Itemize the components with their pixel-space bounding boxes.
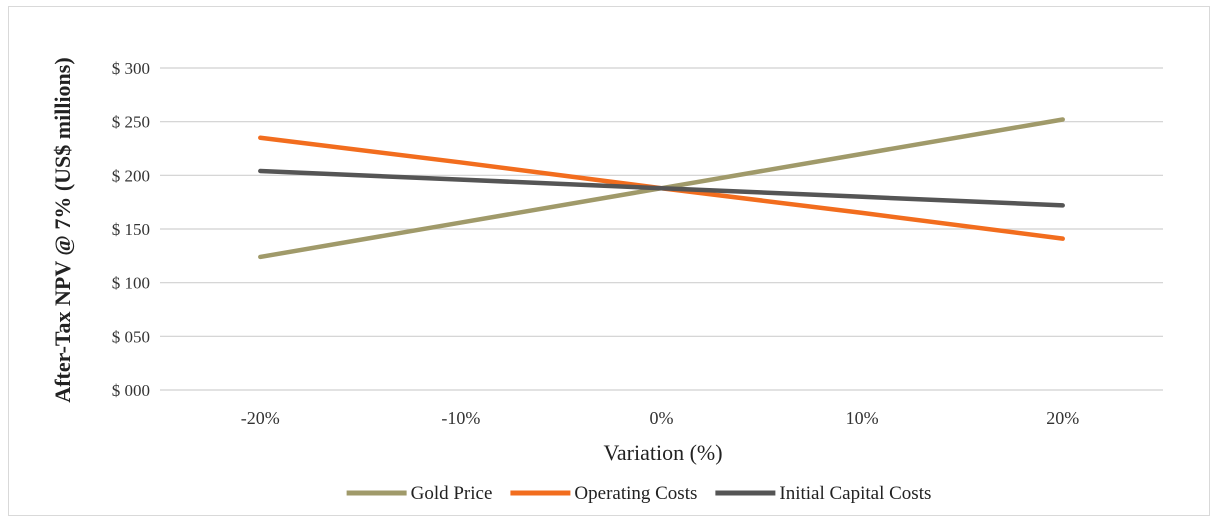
x-tick-label: -20% (241, 408, 280, 428)
x-tick-label: 10% (846, 408, 879, 428)
legend-label: Gold Price (411, 483, 493, 504)
series-line-2 (258, 168, 1065, 208)
x-tick-label: 0% (650, 408, 674, 428)
y-axis-ticks: $ 000 $ 050 $ 100 $ 150 $ 200 $ 250 $ 300 (112, 59, 150, 400)
x-axis-ticks: -20% -10% 0% 10% 20% (241, 408, 1079, 428)
legend-item: Operating Costs (510, 483, 697, 504)
y-tick-label: $ 200 (112, 166, 150, 185)
series-lines (258, 117, 1065, 260)
y-tick-label: $ 300 (112, 59, 150, 78)
x-tick-label: 20% (1046, 408, 1079, 428)
y-tick-label: $ 000 (112, 381, 150, 400)
legend-item: Gold Price (346, 483, 493, 504)
y-tick-label: $ 250 (112, 113, 150, 132)
x-axis-title: Variation (%) (603, 440, 722, 465)
legend: Gold Price Operating Costs Initial Capital… (346, 483, 931, 504)
chart-frame (8, 6, 1210, 516)
gridlines (160, 67, 1163, 391)
y-axis-title: After-Tax NPV @ 7% (US$ millions) (50, 57, 75, 402)
x-tick-label: -10% (441, 408, 480, 428)
y-tick-label: $ 150 (112, 220, 150, 239)
legend-label: Initial Capital Costs (779, 483, 931, 504)
y-tick-label: $ 050 (112, 327, 150, 346)
y-tick-label: $ 100 (112, 274, 150, 293)
legend-item: Initial Capital Costs (715, 483, 931, 504)
legend-label: Operating Costs (574, 483, 697, 504)
